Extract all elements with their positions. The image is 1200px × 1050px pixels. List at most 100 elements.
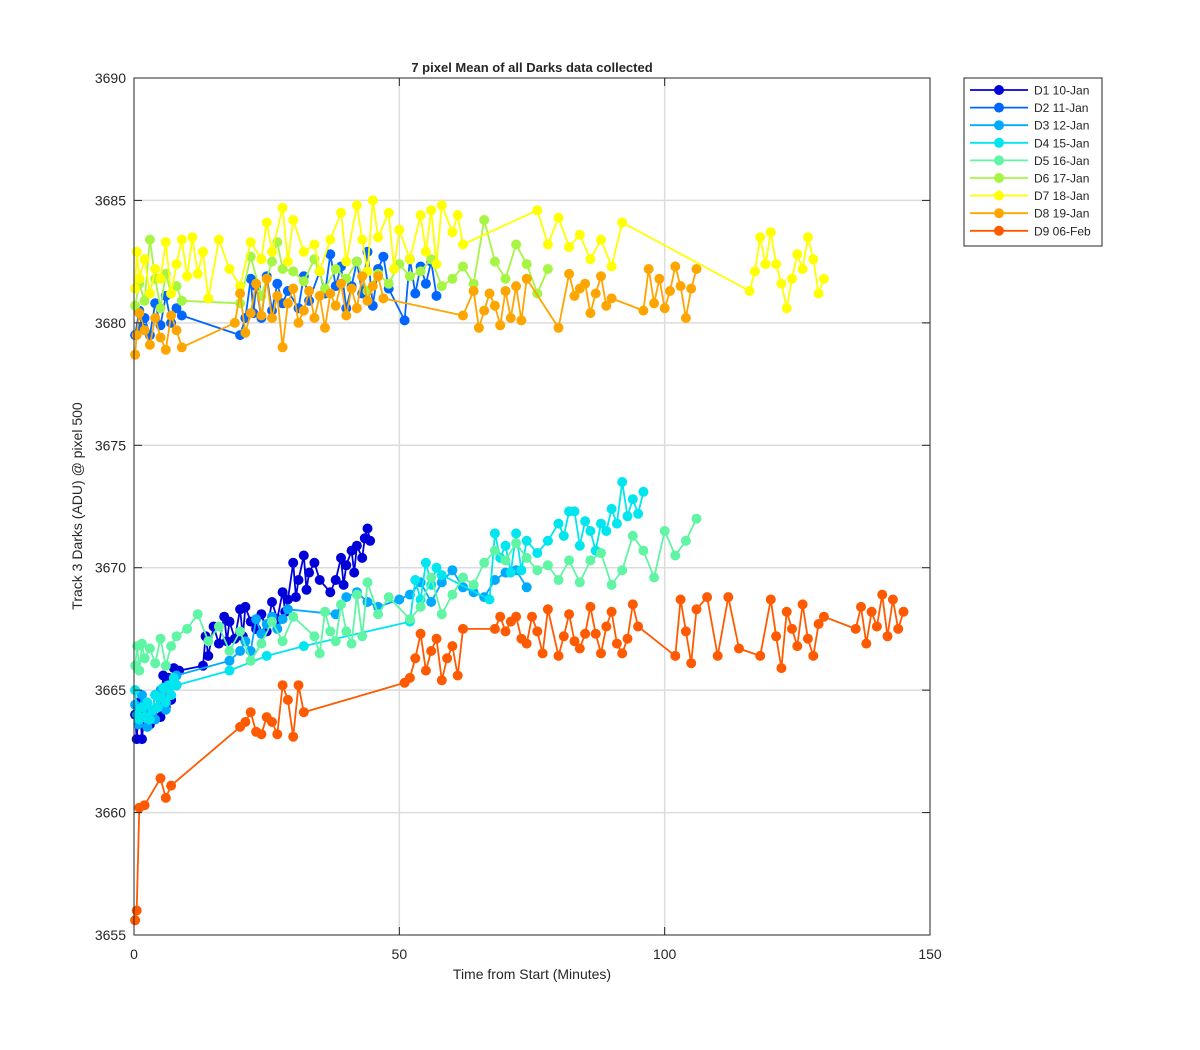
legend-swatch-marker (994, 225, 1004, 236)
data-point (166, 310, 177, 321)
data-point (320, 322, 330, 333)
data-point (155, 303, 166, 314)
legend-entry-label: D7 18-Jan (1034, 189, 1089, 203)
data-point (691, 264, 702, 274)
data-point (182, 271, 193, 282)
data-point (511, 528, 522, 539)
data-point (633, 508, 644, 519)
x-axis-label: Time from Start (Minutes) (453, 966, 611, 982)
data-point (691, 604, 702, 615)
data-point (152, 702, 163, 713)
data-point (224, 665, 235, 676)
legend-swatch-marker (994, 155, 1004, 166)
legend-entry-label: D8 19-Jan (1034, 207, 1089, 221)
data-point (261, 273, 272, 284)
data-point (542, 264, 553, 274)
data-point (447, 273, 458, 284)
data-point (314, 648, 325, 659)
data-point (675, 594, 686, 605)
data-point (866, 606, 877, 617)
data-point (130, 349, 141, 360)
data-point (245, 655, 256, 666)
data-point (256, 310, 267, 321)
data-point (277, 342, 288, 353)
data-point (341, 592, 352, 603)
data-point (521, 535, 532, 546)
data-point (431, 562, 442, 573)
data-point (712, 650, 723, 661)
data-point (203, 650, 214, 661)
data-point (362, 295, 373, 306)
data-point (240, 327, 251, 338)
data-point (272, 278, 283, 289)
data-point (585, 526, 596, 536)
data-point (479, 305, 490, 316)
data-point (818, 273, 829, 284)
data-point (240, 717, 251, 727)
data-point (171, 631, 182, 642)
data-point (606, 606, 617, 617)
data-point (362, 577, 373, 588)
data-point (606, 579, 617, 590)
data-point (606, 261, 617, 272)
data-point (659, 303, 670, 314)
data-point (325, 587, 336, 598)
data-point (818, 611, 829, 622)
data-point (309, 631, 320, 642)
y-tick-label: 3665 (95, 682, 126, 698)
data-point (351, 303, 362, 314)
data-point (532, 565, 543, 576)
data-point (564, 555, 575, 566)
data-point (171, 259, 182, 270)
data-point (192, 268, 203, 279)
data-point (272, 729, 283, 740)
data-point (235, 646, 246, 656)
data-point (130, 300, 141, 311)
data-point (336, 278, 346, 289)
data-point (267, 256, 277, 267)
data-point (251, 278, 262, 289)
data-point (346, 638, 357, 649)
data-point (378, 251, 389, 262)
data-point (362, 597, 373, 607)
series-d7 (130, 195, 829, 314)
data-point (436, 281, 447, 292)
data-point (792, 641, 803, 652)
data-point (314, 266, 325, 277)
data-point (282, 694, 293, 705)
data-point (771, 631, 782, 642)
data-point (171, 281, 182, 292)
data-point (887, 594, 898, 605)
data-point (349, 567, 360, 578)
data-point (213, 234, 224, 245)
legend: D1 10-Jan D2 11-Jan D3 12-Jan D4 15-Jan D5 1… (963, 77, 1103, 247)
data-point (373, 271, 384, 282)
data-point (670, 650, 681, 661)
data-point (150, 313, 161, 323)
data-point (802, 232, 813, 243)
data-point (399, 315, 410, 326)
data-point (155, 773, 166, 784)
data-point (781, 606, 792, 617)
data-point (861, 638, 872, 649)
data-point (290, 592, 301, 603)
data-point (511, 611, 522, 622)
data-point (144, 714, 155, 725)
data-point (580, 628, 591, 639)
series-line (134, 250, 438, 337)
data-point (447, 565, 458, 576)
data-point (351, 540, 362, 551)
data-point (245, 707, 256, 718)
data-point (521, 273, 532, 284)
data-point (521, 259, 532, 270)
data-point (850, 623, 861, 634)
legend-swatch-marker (994, 120, 1004, 131)
data-point (665, 286, 675, 296)
data-point (532, 205, 543, 216)
data-point (585, 601, 596, 612)
data-point (304, 567, 315, 578)
data-point (282, 604, 293, 615)
data-point (410, 653, 421, 664)
data-point (436, 570, 447, 581)
data-point (447, 227, 458, 238)
